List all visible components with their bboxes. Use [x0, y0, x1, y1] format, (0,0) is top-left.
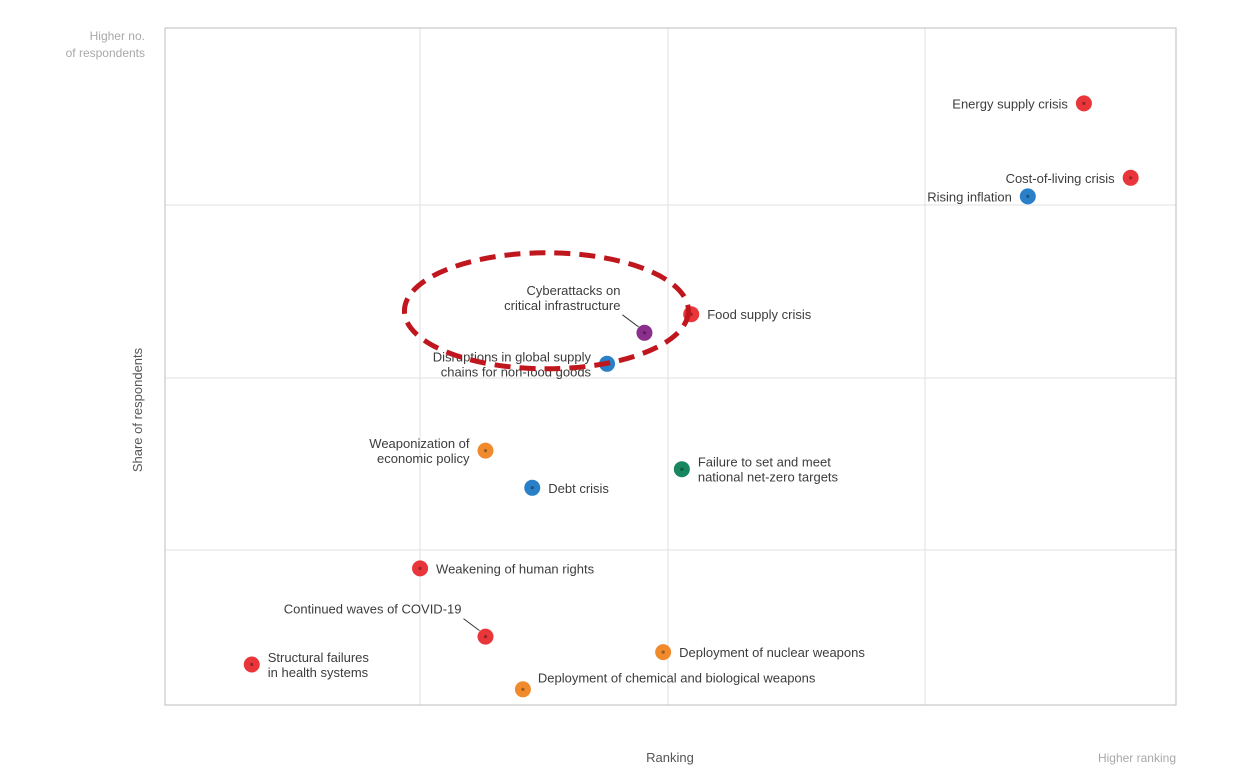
data-label: Cyberattacks on [527, 283, 621, 298]
data-point-center-mark [483, 449, 488, 453]
data-label: Continued waves of COVID-19 [284, 602, 462, 617]
y-axis-label: Share of respondents [130, 347, 145, 472]
data-point-center-mark [418, 566, 422, 571]
data-label: Food supply crisis [707, 307, 812, 322]
data-point-center-mark [1026, 194, 1030, 198]
data-label: Deployment of nuclear weapons [679, 645, 865, 660]
data-point[interactable] [243, 656, 260, 673]
data-point[interactable] [1075, 95, 1092, 112]
data-label: Structural failures [268, 650, 370, 665]
data-point-center-mark [642, 331, 647, 335]
leader-line [622, 314, 639, 328]
data-point[interactable] [636, 324, 653, 341]
data-points: Energy supply crisis Cost-of-living crisi… [243, 95, 1139, 698]
data-label: chains for non-food goods [441, 364, 592, 379]
data-label: Deployment of chemical and biological we… [538, 670, 816, 685]
data-point-center-mark [250, 662, 254, 667]
data-point[interactable] [477, 442, 494, 459]
data-label: in health systems [268, 665, 369, 680]
data-point-center-mark [530, 486, 534, 490]
data-point-group: Cost-of-living crisis [1006, 169, 1139, 186]
x-high-label: Higher ranking [1098, 751, 1176, 765]
data-label: economic policy [377, 451, 470, 466]
data-point-group: Weakening of human rights [412, 560, 595, 577]
data-point-group: Food supply crisis [683, 306, 812, 323]
y-high-label-line1: Higher no. [90, 29, 145, 43]
data-point-group: Rising inflation [927, 188, 1036, 205]
data-label: Debt crisis [548, 481, 609, 496]
data-label: Weaponization of [369, 436, 470, 451]
data-point[interactable] [655, 644, 672, 661]
data-point[interactable] [524, 479, 541, 496]
data-point-center-mark [521, 687, 525, 691]
data-label: national net-zero targets [698, 470, 839, 485]
data-point-group: Continued waves of COVID-19 [284, 602, 494, 645]
plot-frame [164, 27, 1177, 706]
data-point-group: Debt crisis [524, 479, 609, 496]
data-label: Rising inflation [927, 189, 1012, 204]
data-point-center-mark [1082, 101, 1086, 105]
y-high-label-line2: of respondents [66, 46, 145, 60]
data-label: Failure to set and meet [698, 455, 831, 470]
highlight-layer [401, 250, 691, 372]
data-label: Cost-of-living crisis [1006, 171, 1116, 186]
data-point-center-mark [483, 635, 488, 639]
data-point-group: Energy supply crisis [952, 95, 1092, 112]
data-point[interactable] [477, 628, 494, 645]
data-label: critical infrastructure [504, 298, 620, 313]
data-point-center-mark [680, 467, 684, 471]
data-point-group: Deployment of chemical and biological we… [514, 670, 816, 698]
data-point[interactable] [412, 560, 429, 577]
data-point-center-mark [1129, 176, 1133, 180]
data-point[interactable] [1122, 169, 1139, 186]
data-point-center-mark [661, 650, 665, 654]
grid [165, 28, 1176, 705]
data-point[interactable] [673, 461, 690, 478]
leader-line [463, 618, 480, 631]
data-label: Weakening of human rights [436, 561, 595, 576]
data-point-group: Deployment of nuclear weapons [655, 644, 865, 661]
x-axis-label: Ranking [646, 750, 694, 765]
data-point[interactable] [514, 681, 531, 698]
highlight-ellipse [401, 250, 691, 372]
data-label: Energy supply crisis [952, 96, 1068, 111]
data-point[interactable] [1019, 188, 1036, 205]
